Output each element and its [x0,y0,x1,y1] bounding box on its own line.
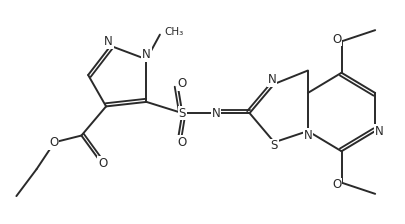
Text: S: S [179,107,186,120]
Text: O: O [333,178,342,191]
Text: O: O [333,33,342,46]
Text: O: O [178,78,187,90]
Text: N: N [104,35,113,48]
Text: N: N [375,125,384,138]
Text: O: O [98,157,108,170]
Text: CH₃: CH₃ [164,27,183,37]
Text: N: N [303,129,312,142]
Text: O: O [178,136,187,149]
Text: O: O [49,136,58,149]
Text: N: N [268,73,276,86]
Text: N: N [211,107,220,120]
Text: S: S [271,139,278,152]
Text: N: N [142,48,151,61]
